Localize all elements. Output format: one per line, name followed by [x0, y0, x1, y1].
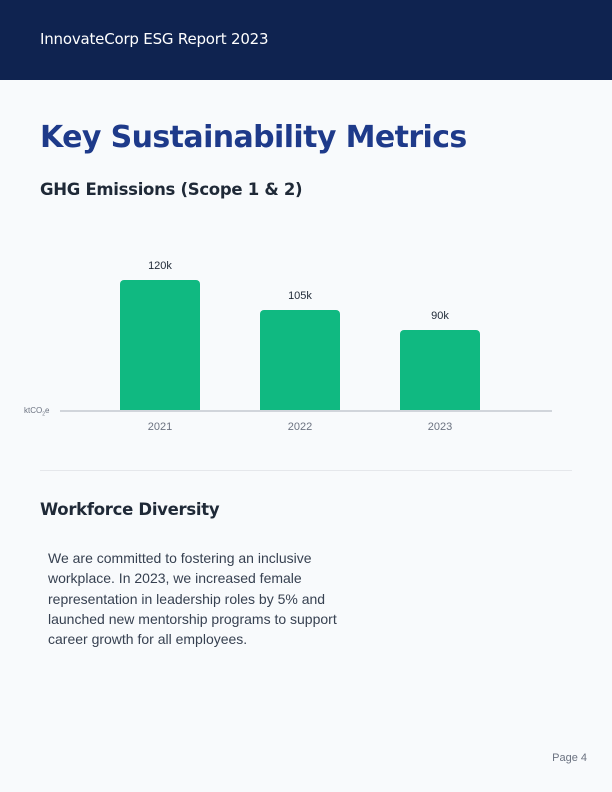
- bar-2022: [260, 310, 340, 410]
- section-divider: [40, 470, 572, 471]
- workforce-body-text: We are committed to fostering an inclusi…: [48, 550, 337, 648]
- bar-value-label: 120k: [148, 260, 172, 272]
- page-number: Page 4: [552, 752, 587, 764]
- bar-value-label: 90k: [431, 310, 449, 322]
- x-tick-label: 2021: [147, 421, 173, 433]
- bar-2023: [400, 330, 480, 410]
- ghg-bar-chart: ktCO2e 120k 2021 105k 2022 90k 2023: [0, 250, 612, 440]
- report-title: InnovateCorp ESG Report 2023: [40, 30, 269, 48]
- bar-2021: [120, 280, 200, 410]
- x-tick-label: 2023: [427, 421, 453, 433]
- x-tick-label: 2022: [287, 421, 313, 433]
- report-header: InnovateCorp ESG Report 2023: [0, 0, 612, 80]
- ghg-section-title: GHG Emissions (Scope 1 & 2): [40, 180, 303, 199]
- page-title: Key Sustainability Metrics: [40, 120, 467, 155]
- workforce-section-title: Workforce Diversity: [40, 500, 220, 519]
- y-unit-label: ktCO2e: [24, 406, 50, 418]
- bar-value-label: 105k: [288, 290, 312, 302]
- x-axis-line: [60, 410, 552, 412]
